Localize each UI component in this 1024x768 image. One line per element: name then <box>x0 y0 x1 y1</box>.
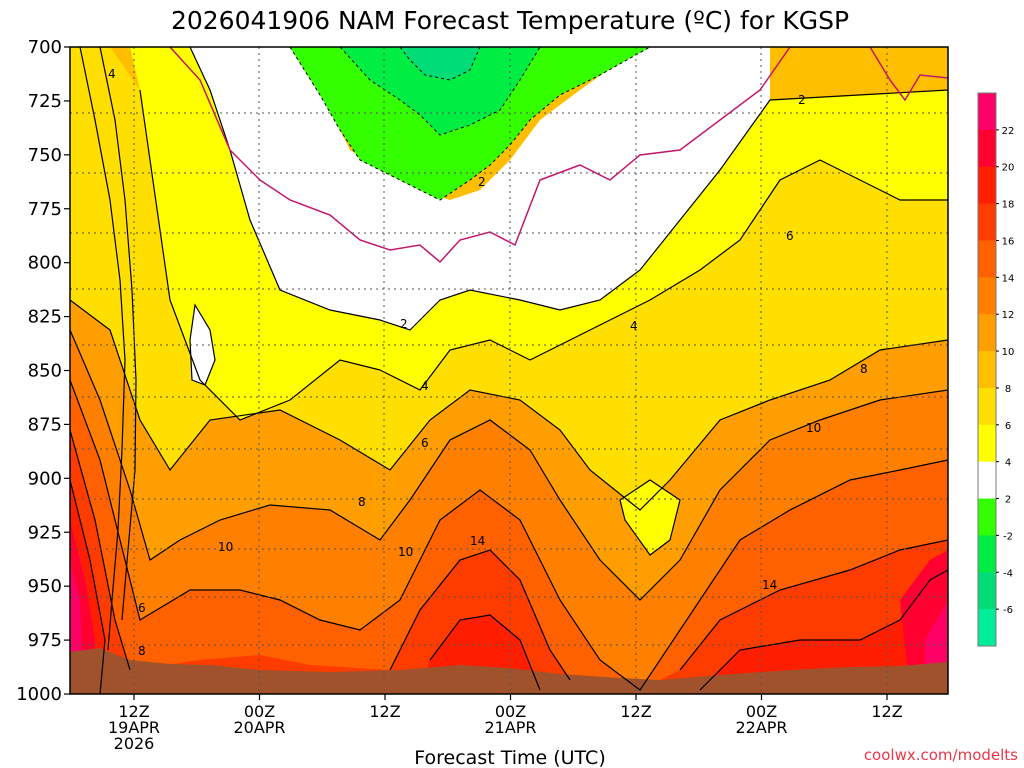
y-tick-label: 900 <box>28 468 62 489</box>
temperature-field: 4 2 2 2 4 6 4 8 6 10 6 8 10 10 14 14 6 8 <box>70 47 948 694</box>
colorbar-swatch <box>978 129 996 168</box>
colorbar-swatch <box>978 609 996 647</box>
freezing-line <box>169 47 948 264</box>
contour-label: 10 <box>398 545 413 559</box>
field-2-4 <box>130 47 948 555</box>
chart-title: 2026041906 NAM Forecast Temperature (ºC)… <box>171 6 849 35</box>
contour-label: 10 <box>218 540 233 554</box>
colorbar-tick-label: 14 <box>1002 273 1015 284</box>
x-tick-label: 22APR <box>735 718 787 737</box>
colorbar-swatch <box>978 166 996 205</box>
colorbar-tick-label: 8 <box>1005 384 1011 395</box>
contour-label: 4 <box>108 67 116 81</box>
colorbar-swatch <box>978 535 996 573</box>
y-tick-label: 725 <box>28 91 62 112</box>
colorbar-tick-label: 18 <box>1002 200 1015 211</box>
contour-label: 8 <box>138 644 146 658</box>
colorbar-swatch <box>978 351 996 389</box>
colorbar-swatch <box>978 93 996 131</box>
x-tick-label: 19APR <box>108 718 160 737</box>
credit-text: coolwx.com/modelts <box>864 746 1018 764</box>
x-tick-label: 00Z <box>746 702 777 721</box>
field-14-16 <box>70 430 948 694</box>
colorbar-tick-label: -6 <box>1003 605 1013 616</box>
colorbar-swatch <box>978 240 996 278</box>
y-tick-label: 1000 <box>16 684 62 705</box>
field-0-2 <box>170 47 770 330</box>
contour-label: 6 <box>138 601 146 615</box>
colorbar-swatch <box>978 203 996 241</box>
colorbar-tick-label: 22 <box>1002 126 1015 137</box>
colorbar-swatch <box>978 498 996 536</box>
y-tick-label: 700 <box>28 37 62 58</box>
y-tick-label: 850 <box>28 361 62 382</box>
y-tick-label: 750 <box>28 145 62 166</box>
contour-label: 2 <box>478 175 486 189</box>
colorbar-swatch <box>978 572 996 610</box>
terrain <box>70 648 948 694</box>
field-4-6 <box>70 47 948 510</box>
colorbar-tick-label: -4 <box>1003 568 1013 579</box>
contour-label: 8 <box>860 362 868 376</box>
colorbar-swatch <box>978 314 996 352</box>
x-tick-label: 12Z <box>871 702 902 721</box>
x-tick-label: 12Z <box>620 702 651 721</box>
contour-label: 8 <box>358 495 366 509</box>
x-tick-label: 12Z <box>118 702 149 721</box>
y-tick-label: 950 <box>28 576 62 597</box>
colorbar-frame <box>977 92 997 647</box>
colorbar: 22 20 18 16 14 12 10 8 6 4 2 -2 -4 -6 <box>977 92 1015 647</box>
x-tick-label: 12Z <box>369 702 400 721</box>
colorbar-tick-label: -2 <box>1003 531 1013 542</box>
y-tick-label: 775 <box>28 199 62 220</box>
contour-labels: 4 2 2 2 4 6 4 8 6 10 6 8 10 10 14 14 6 8 <box>108 67 868 658</box>
negative-contours <box>289 47 651 201</box>
gridlines <box>70 47 948 694</box>
colorbar-tick-label: 2 <box>1005 495 1011 506</box>
contour-label: 10 <box>806 421 821 435</box>
y-tick-label: 800 <box>28 253 62 274</box>
x-tick-label: 00Z <box>495 702 526 721</box>
x-axis-title: Forecast Time (UTC) <box>414 747 605 768</box>
field-minus6-minus4 <box>400 47 480 80</box>
x-tick-label: 20APR <box>233 718 285 737</box>
y-tick-label: 975 <box>28 630 62 651</box>
contour-label: 6 <box>421 436 429 450</box>
x-tick-label: 00Z <box>244 702 275 721</box>
contour-label: 4 <box>421 379 429 393</box>
colorbar-swatch <box>978 424 996 463</box>
contour-label: 14 <box>470 534 485 548</box>
colorbar-swatch <box>978 461 996 500</box>
x-tick-label: 21APR <box>484 718 536 737</box>
contour-label: 14 <box>762 578 777 592</box>
colorbar-tick-label: 10 <box>1002 347 1015 358</box>
y-tick-label: 825 <box>28 307 62 328</box>
y-tick-label: 925 <box>28 522 62 543</box>
y-axis: 700 725 750 775 800 825 850 875 900 925 950 975 1000 <box>16 37 70 705</box>
colorbar-tick-label: 12 <box>1002 310 1015 321</box>
contour-label: 4 <box>630 319 638 333</box>
colorbar-swatch <box>978 387 996 426</box>
contour-lines <box>70 47 948 694</box>
colorbar-tick-label: 16 <box>1002 236 1015 247</box>
y-tick-label: 875 <box>28 414 62 435</box>
contour-label: 2 <box>400 317 408 331</box>
contour-label: 6 <box>786 229 794 243</box>
contour-label: 2 <box>798 93 806 107</box>
colorbar-tick-label: 4 <box>1005 458 1011 469</box>
colorbar-tick-label: 20 <box>1002 163 1015 174</box>
colorbar-swatch <box>978 277 996 315</box>
colorbar-tick-label: 6 <box>1005 421 1011 432</box>
x-tick-label: 2026 <box>114 734 155 753</box>
